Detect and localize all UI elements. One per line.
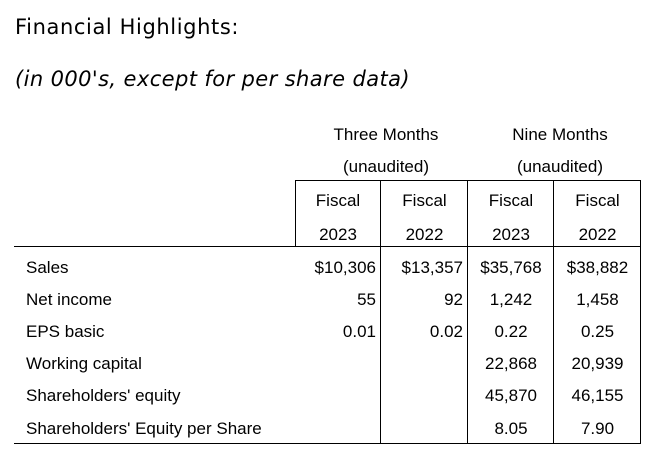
table-cell: 55 <box>357 290 376 309</box>
column-header-fiscal: Fiscal <box>315 191 361 210</box>
table-cell <box>296 347 376 380</box>
group-note-three-months: (unaudited) <box>342 157 429 176</box>
table-rule-header <box>14 246 641 247</box>
table-cell: 1,242 <box>489 290 533 309</box>
table-cell: $10,306 <box>314 258 376 277</box>
row-label: EPS basic <box>26 322 105 341</box>
column-header-fiscal: Fiscal <box>488 191 534 210</box>
table-cell <box>296 379 376 412</box>
page-title: Financial Highlights: <box>15 15 240 39</box>
table-cell: 0.25 <box>580 322 615 341</box>
table-cell: 0.01 <box>342 322 376 341</box>
row-label: Net income <box>26 290 112 309</box>
table-cell: $35,768 <box>480 258 542 277</box>
column-header-year: 2023 <box>492 225 530 244</box>
table-cell <box>382 379 463 412</box>
table-cell <box>382 412 463 445</box>
row-label: Shareholders' equity <box>26 386 181 405</box>
table-cell: 0.22 <box>494 322 528 341</box>
column-divider <box>553 180 554 444</box>
group-note-nine-months: (unaudited) <box>516 157 603 176</box>
table-cell: 45,870 <box>485 386 537 405</box>
column-header-year: 2022 <box>405 225 444 244</box>
table-cell: 7.90 <box>580 419 615 438</box>
table-cell: 8.05 <box>494 419 528 438</box>
row-label: Sales <box>26 258 69 277</box>
column-header-year: 2022 <box>578 225 617 244</box>
table-cell: 20,939 <box>571 354 624 373</box>
page-subtitle: (in 000's, except for per share data) <box>15 67 410 91</box>
column-divider <box>640 180 641 444</box>
table-cell: $38,882 <box>566 258 629 277</box>
table-rule-top <box>296 180 641 181</box>
column-divider <box>380 180 381 444</box>
column-header-year: 2023 <box>319 225 357 244</box>
table-cell: 1,458 <box>576 290 619 309</box>
row-label: Working capital <box>26 354 142 373</box>
table-cell: 46,155 <box>571 386 624 405</box>
column-header-fiscal: Fiscal <box>575 191 620 210</box>
table-cell <box>296 412 376 445</box>
table-cell: 22,868 <box>485 354 537 373</box>
column-header-fiscal: Fiscal <box>402 191 447 210</box>
group-header-nine-months: Nine Months <box>512 125 608 144</box>
table-cell: 0.02 <box>429 322 463 341</box>
table-rule-bottom <box>14 443 641 444</box>
column-divider <box>295 180 296 247</box>
table-cell: 92 <box>444 290 463 309</box>
table-cell: $13,357 <box>401 258 463 277</box>
row-label: Shareholders' Equity per Share <box>26 419 262 438</box>
column-divider <box>467 180 468 444</box>
group-header-three-months: Three Months <box>333 125 439 144</box>
table-cell <box>382 347 463 380</box>
